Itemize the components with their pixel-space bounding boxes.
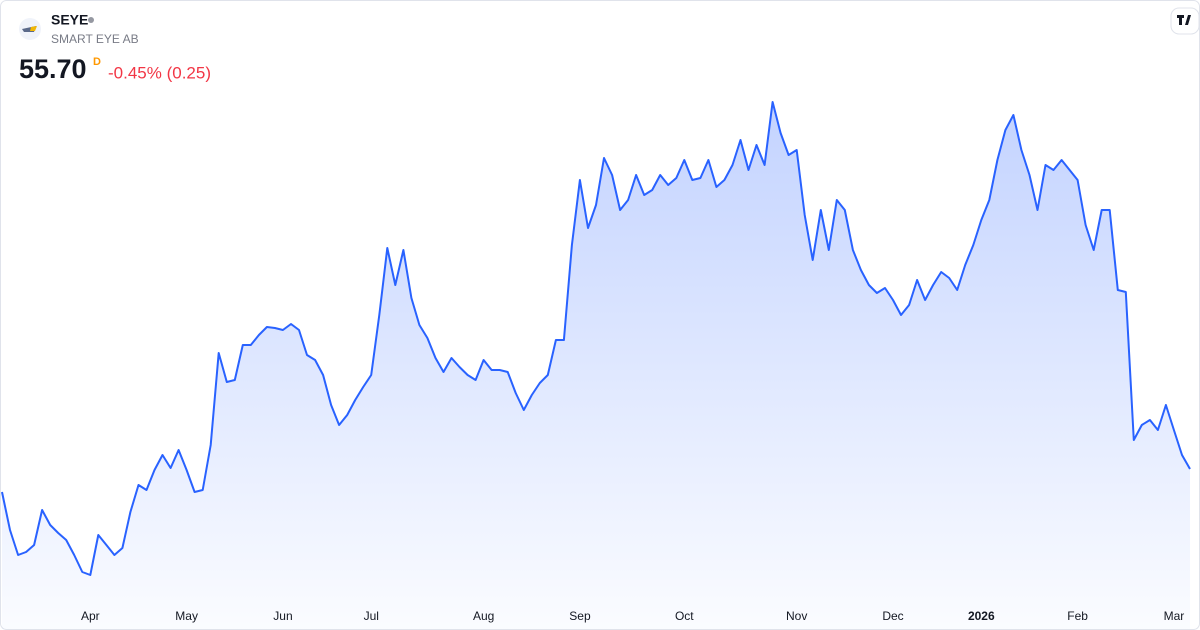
x-tick-label: Aug bbox=[473, 609, 494, 623]
x-tick-label: Feb bbox=[1067, 609, 1088, 623]
area-fill bbox=[2, 102, 1190, 629]
price-change: -0.45% (0.25) bbox=[108, 63, 211, 82]
plot-area: Apr May Jun Jul Aug Sep Oct Nov Dec 2026 Feb Mar bbox=[1, 101, 1191, 629]
brand-logo bbox=[1177, 15, 1191, 25]
x-tick-label: Nov bbox=[786, 609, 807, 623]
x-tick-label: Sep bbox=[569, 609, 591, 623]
company-name: SMART EYE AB bbox=[51, 32, 139, 46]
x-tick-label: Jun bbox=[273, 609, 292, 623]
logo-accent bbox=[30, 26, 37, 31]
x-tick-label: Apr bbox=[81, 609, 100, 623]
status-dot bbox=[88, 17, 94, 23]
price-line bbox=[1, 101, 1191, 576]
price: 55.70 bbox=[19, 54, 87, 84]
x-tick-label: 2026 bbox=[968, 609, 995, 623]
x-tick-label: Dec bbox=[882, 609, 903, 623]
x-tick-label: Mar bbox=[1164, 609, 1185, 623]
x-tick-label: Oct bbox=[675, 609, 694, 623]
brand-badge bbox=[1170, 7, 1200, 35]
interval: D bbox=[93, 56, 101, 68]
x-tick-label: May bbox=[175, 609, 198, 623]
ticker: SEYE bbox=[51, 12, 88, 28]
x-tick-label: Jul bbox=[364, 609, 379, 623]
